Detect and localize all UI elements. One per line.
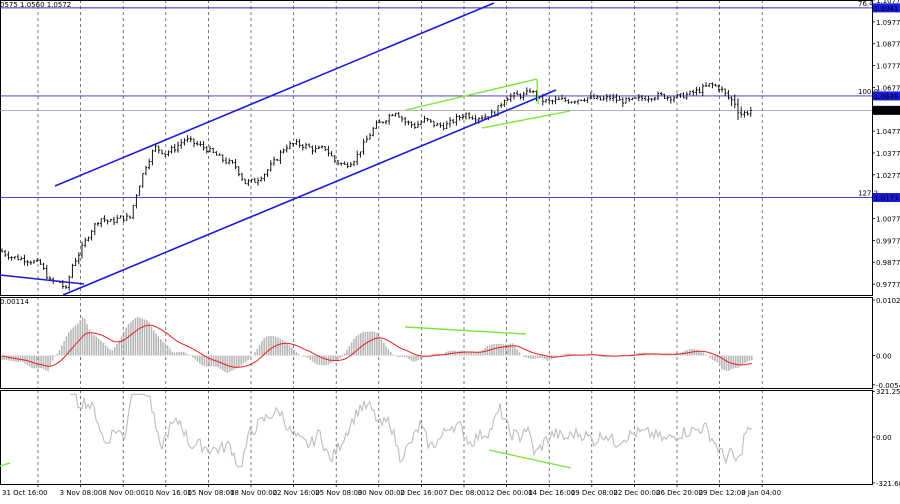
support-line — [0, 274, 85, 285]
oscillator-tick-label: -321.6030 — [876, 480, 900, 488]
y-tick-label: 1.0977 — [876, 19, 900, 27]
y-tick-label: 1.0277 — [876, 172, 900, 180]
divergence-line — [481, 110, 571, 129]
x-tick-label: 30 Nov 00:00 — [358, 489, 405, 497]
x-tick-label: 15 Nov 08:00 — [187, 489, 234, 497]
x-tick-label: 14 Dec 16:00 — [528, 489, 575, 497]
channel-upper-line — [54, 2, 495, 187]
macd-pane — [1, 316, 753, 373]
macd-tick-label: 0.01024 — [876, 297, 900, 305]
x-tick-label: 29 Dec 12:00 — [699, 489, 746, 497]
divergence-line — [536, 78, 539, 105]
y-tick-label: 1.0777 — [876, 63, 900, 71]
x-tick-label: 22 Dec 00:00 — [613, 489, 660, 497]
oscillator-divergence-line — [488, 449, 572, 469]
x-tick-label: 25 Nov 08:00 — [315, 489, 362, 497]
price-badge-label: 1.0638 — [874, 93, 899, 101]
x-tick-label: 3 Nov 08:00 — [60, 489, 103, 497]
oscillator-line — [70, 393, 753, 468]
price-badge-label: 1.0173 — [874, 195, 899, 203]
macd-signal-line — [1, 324, 752, 368]
y-tick-label: 0.9777 — [876, 281, 900, 289]
y-tick-label: 1.0077 — [876, 216, 900, 224]
x-tick-label: 3 Jan 04:00 — [741, 489, 781, 497]
y-tick-label: 0.9877 — [876, 259, 900, 267]
macd-divergence-line — [404, 326, 527, 335]
oscillator-divergence-line — [0, 462, 11, 467]
x-tick-label: 19 Dec 08:00 — [571, 489, 618, 497]
x-tick-label: 26 Dec 20:00 — [656, 489, 703, 497]
y-tick-label: 1.0877 — [876, 41, 900, 49]
channel-lower-line — [62, 89, 557, 296]
fib-level-label: 100.0 — [858, 88, 878, 96]
ohlc-readout: 0575 1.0560 1.0572 — [0, 1, 72, 9]
x-tick-label: 22 Nov 16:00 — [273, 489, 320, 497]
current-price-label: 1.0572 — [874, 107, 899, 115]
price-pane: 76.4 100.0 127.2 — [0, 0, 878, 296]
x-tick-label: 8 Nov 00:00 — [102, 489, 145, 497]
grid — [0, 0, 873, 485]
price-axis: 1.10771.09771.08771.07771.06771.05771.04… — [872, 0, 900, 488]
macd-tick-label: 0.00 — [876, 353, 892, 361]
x-tick-label: 18 Nov 00:00 — [230, 489, 277, 497]
divergence-line — [405, 78, 538, 111]
x-tick-label: 12 Dec 00:00 — [486, 489, 533, 497]
price-badge — [873, 193, 900, 203]
oscillator-pane — [0, 393, 753, 469]
x-tick-label: 2 Dec 16:00 — [400, 489, 443, 497]
y-tick-label: 0.9977 — [876, 237, 900, 245]
price-badge-label: 1.1041 — [874, 5, 899, 13]
x-tick-label: 10 Nov 16:00 — [145, 489, 192, 497]
y-tick-label: 1.0377 — [876, 150, 900, 158]
x-tick-label: 7 Dec 08:00 — [443, 489, 486, 497]
fib-level-label: 76.4 — [858, 0, 874, 8]
current-price-badge — [873, 105, 900, 115]
y-tick-label: 1.0477 — [876, 128, 900, 136]
y-tick-label: 1.0677 — [876, 84, 900, 92]
time-axis: 31 Oct 16:00 3 Nov 08:00 8 Nov 00:00 10 Nov… — [2, 484, 781, 497]
oscillator-tick-label: 0.00 — [876, 434, 892, 442]
oscillator-tick-label: 321.2557 — [876, 388, 900, 396]
y-tick-label: 1.1077 — [876, 0, 900, 5]
price-badge — [873, 91, 900, 101]
fib-level-label: 127.2 — [858, 190, 878, 198]
macd-value-label: 0.00114 — [0, 298, 29, 306]
macd-tick-label: -0.0054 — [876, 382, 900, 390]
pane-border — [0, 390, 873, 485]
pane-border — [0, 0, 873, 296]
pane-border — [0, 297, 873, 389]
x-tick-label: 31 Oct 16:00 — [2, 489, 48, 497]
price-badge — [873, 3, 900, 13]
